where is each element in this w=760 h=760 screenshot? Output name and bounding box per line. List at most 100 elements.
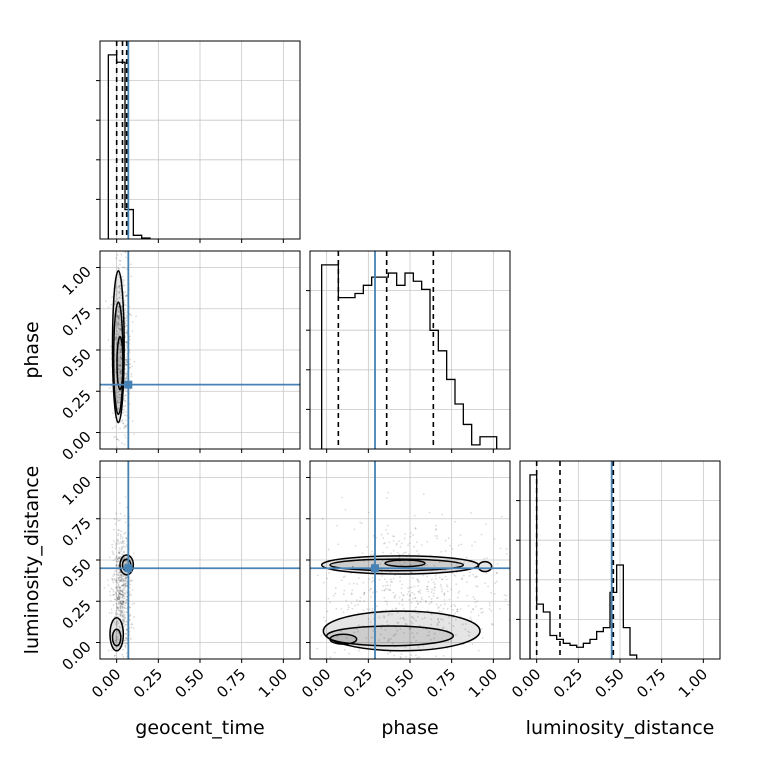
- sample-point: [363, 592, 366, 595]
- sample-point: [125, 639, 128, 641]
- sample-point: [119, 365, 122, 368]
- sample-point: [435, 655, 437, 657]
- sample-point: [125, 377, 128, 380]
- sample-point: [126, 375, 128, 378]
- sample-point: [421, 617, 424, 620]
- sample-point: [112, 575, 114, 577]
- sample-point: [116, 603, 118, 606]
- sample-point: [120, 376, 122, 379]
- sample-point: [124, 299, 126, 302]
- sample-point: [120, 573, 123, 576]
- sample-point: [115, 285, 118, 287]
- sample-point: [125, 370, 128, 373]
- sample-point: [119, 600, 122, 603]
- sample-point: [116, 399, 119, 402]
- sample-point: [499, 607, 502, 610]
- sample-point: [119, 592, 121, 595]
- sample-point: [130, 375, 133, 378]
- sample-point: [113, 577, 116, 580]
- sample-point: [120, 610, 123, 612]
- sample-point: [443, 592, 446, 595]
- sample-point: [115, 560, 118, 563]
- sample-point: [116, 321, 118, 324]
- sample-point: [115, 579, 118, 582]
- sample-point: [426, 588, 429, 591]
- sample-point: [124, 320, 127, 323]
- sample-point: [378, 578, 381, 581]
- sample-point: [118, 259, 121, 262]
- sample-point: [117, 297, 120, 299]
- sample-point: [408, 553, 411, 555]
- sample-point: [131, 603, 134, 606]
- sample-point: [114, 547, 117, 550]
- sample-point: [119, 537, 122, 540]
- sample-point: [111, 579, 114, 582]
- sample-point: [123, 607, 126, 610]
- sample-point: [465, 556, 468, 559]
- sample-point: [117, 318, 120, 320]
- sample-point: [118, 603, 121, 605]
- sample-point: [119, 348, 122, 350]
- sample-point: [342, 593, 345, 596]
- sample-point: [130, 314, 133, 317]
- sample-point: [455, 633, 457, 636]
- sample-point: [443, 594, 446, 597]
- sample-point: [113, 621, 116, 624]
- sample-point: [114, 435, 117, 438]
- sample-point: [122, 584, 125, 587]
- sample-point: [344, 508, 347, 511]
- sample-point: [433, 589, 435, 592]
- sample-point: [116, 538, 119, 541]
- sample-point: [121, 419, 124, 421]
- sample-point: [397, 621, 400, 624]
- sample-point: [124, 582, 127, 585]
- sample-point: [115, 542, 117, 544]
- sample-point: [117, 577, 120, 579]
- sample-point: [121, 548, 123, 551]
- sample-point: [465, 622, 467, 625]
- sample-point: [119, 327, 122, 330]
- sample-point: [117, 557, 120, 560]
- sample-point: [118, 557, 120, 559]
- sample-point: [116, 606, 118, 608]
- sample-point: [120, 609, 123, 612]
- sample-point: [128, 606, 131, 609]
- sample-point: [122, 604, 125, 606]
- sample-point: [122, 579, 125, 582]
- sample-point: [122, 594, 125, 596]
- sample-point: [123, 427, 125, 429]
- sample-point: [117, 564, 120, 567]
- sample-point: [123, 587, 125, 590]
- sample-point: [477, 614, 480, 617]
- sample-point: [125, 341, 128, 343]
- sample-point: [384, 588, 386, 591]
- sample-point: [123, 443, 126, 446]
- sample-point: [120, 614, 123, 617]
- sample-point: [494, 582, 497, 585]
- sample-point: [119, 605, 122, 608]
- sample-point: [437, 620, 440, 623]
- sample-point: [124, 378, 127, 381]
- sample-point: [474, 541, 476, 544]
- sample-point: [440, 610, 443, 613]
- sample-point: [465, 581, 468, 584]
- sample-point: [366, 608, 369, 610]
- sample-point: [426, 585, 429, 588]
- sample-point: [119, 626, 121, 629]
- sample-point: [472, 573, 474, 576]
- sample-point: [439, 570, 442, 572]
- histogram-luminosity-distance: [529, 474, 638, 659]
- sample-point: [117, 583, 120, 586]
- sample-point: [110, 345, 112, 348]
- sample-point: [343, 589, 346, 592]
- sample-point: [431, 588, 433, 591]
- sample-point: [362, 560, 365, 563]
- sample-point: [119, 576, 121, 579]
- sample-point: [124, 577, 127, 580]
- sample-point: [117, 320, 120, 323]
- sample-point: [123, 408, 125, 411]
- sample-point: [116, 438, 119, 441]
- sample-point: [133, 433, 136, 435]
- sample-point: [118, 551, 121, 554]
- sample-point: [122, 609, 125, 612]
